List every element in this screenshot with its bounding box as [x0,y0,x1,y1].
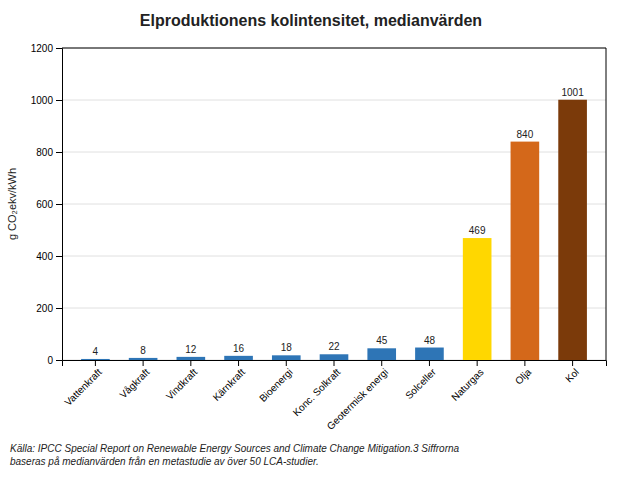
tick: 1200 [31,43,62,54]
tick-label: Konc. Solkraft [291,366,343,418]
data-label: 4 [93,346,99,357]
tick-label: Bioenergi [257,366,295,404]
tick-label: Naturgas [449,366,485,402]
tick-label: 200 [36,303,53,314]
data-label: 16 [233,343,245,354]
tick: 0 [47,355,62,366]
tick: Kärnkraft [211,360,248,403]
tick-mark [143,360,144,366]
bars [81,100,587,360]
bar [129,358,158,360]
tick: Kol [563,360,581,384]
tick-mark [429,360,430,366]
frame [606,48,607,360]
tick-mark [56,100,62,101]
y-axis: 0 200 400 600 800 1000 1200 [31,43,63,366]
axis-line [56,49,63,361]
tick-mark [381,360,382,366]
tick-mark [56,48,62,49]
bar [415,348,444,360]
tick: Naturgas [449,360,485,403]
bar [511,142,540,360]
tick-mark [56,256,62,257]
tick: Bioenergi [257,360,295,404]
bar [367,348,396,360]
tick-label: Olja [513,366,534,387]
axis-title: g CO₂ekv/kWh [6,168,18,240]
tick-label: Vindkraft [164,366,200,402]
tick-mark [572,360,573,366]
axis-line [63,361,607,367]
caption: Källa: IPCC Special Report on Renewable … [10,443,460,467]
tick-label: Kärnkraft [211,366,248,403]
bar [558,100,587,360]
caption-line: Källa: IPCC Special Report on Renewable … [10,443,460,454]
tick-mark [56,308,62,309]
data-label: 22 [328,341,340,352]
data-label: 48 [424,335,436,346]
tick-label: 1200 [31,43,54,54]
tick: 800 [36,147,62,158]
tick: Geotermisk energi [325,360,391,432]
plot: 4812161822454846984010010200400600800100… [31,43,607,432]
tick-label: Vågkraft [117,366,151,400]
tick-label: 1000 [31,95,54,106]
tick-mark [56,204,62,205]
tick: Olja [513,360,534,387]
tick: Vindkraft [164,360,200,402]
tick: Konc. Solkraft [291,360,343,418]
data-label: 469 [469,225,486,236]
grid-line [62,100,606,101]
x-axis: Vattenkraft Vågkraft Vindkraft KärnkraftBio… [62,360,606,432]
grid-line [62,48,606,49]
tick-mark [238,360,239,366]
caption-line: baseras på medianvärden från en metastud… [10,456,319,467]
tick-label: 600 [36,199,53,210]
data-label: 8 [140,345,146,356]
tick-label: Solceller [403,366,438,401]
tick-label: Vattenkraft [62,366,104,408]
chart: Elproduktionens kolintensitet, medianvär… [0,0,622,482]
data-label: 1001 [561,87,584,98]
tick-mark [477,360,478,366]
title: Elproduktionens kolintensitet, medianvär… [140,12,482,29]
tick-mark [56,152,62,153]
tick-label: Kol [563,366,581,384]
tick: Solceller [403,360,438,401]
tick-mark [95,360,96,366]
tick: Vattenkraft [62,360,104,408]
bar [81,359,110,360]
bar [272,355,301,360]
tick: Vågkraft [117,360,151,400]
data-label: 18 [281,342,293,353]
tick-mark [524,360,525,366]
tick: 600 [36,199,62,210]
bar [463,238,492,360]
tick: 1000 [31,95,62,106]
grid [62,48,606,360]
data-label: 12 [185,344,197,355]
tick-label: Geotermisk energi [325,366,391,432]
data-label: 840 [517,129,534,140]
tick-mark [286,360,287,366]
tick-mark [56,360,62,361]
tick-label: 800 [36,147,53,158]
tick-mark [190,360,191,366]
tick: 200 [36,303,62,314]
data-label: 45 [376,335,388,346]
frame [62,48,606,49]
data-labels: 481216182245484698401001 [93,87,585,357]
tick-label: 0 [47,355,53,366]
bar [320,354,349,360]
tick: 400 [36,251,62,262]
tick-mark [334,360,335,366]
tick-label: 400 [36,251,53,262]
bar [224,356,253,360]
bar [177,357,206,360]
